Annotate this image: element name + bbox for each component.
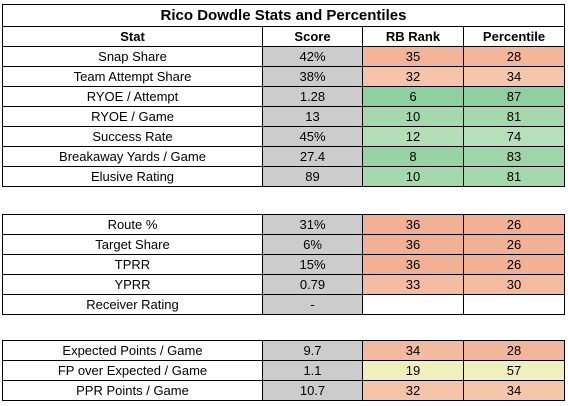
stat-name-cell[interactable]: TPRR (2, 254, 263, 275)
score-cell[interactable]: 10.7 (262, 380, 363, 401)
stat-name-cell[interactable]: Team Attempt Share (2, 66, 263, 87)
percentile-cell[interactable]: 26 (463, 254, 565, 275)
stat-name-cell[interactable]: RYOE / Attempt (2, 86, 263, 107)
score-cell[interactable]: 6% (262, 234, 363, 255)
percentile-cell[interactable]: 28 (463, 340, 565, 361)
rb-rank-cell[interactable]: 10 (362, 166, 464, 187)
score-cell[interactable]: 15% (262, 254, 363, 275)
fantasy-stats-table: Expected Points / Game 9.7 34 28 FP over Exp… (2, 340, 565, 401)
table-row: YPRR 0.79 33 30 (2, 274, 565, 295)
rb-rank-cell[interactable]: 33 (362, 274, 464, 295)
score-cell[interactable]: 0.79 (262, 274, 363, 295)
rb-rank-cell[interactable]: 6 (362, 86, 464, 107)
percentile-cell[interactable]: 57 (463, 360, 565, 381)
score-cell[interactable]: 1.1 (262, 360, 363, 381)
percentile-cell[interactable]: 81 (463, 106, 565, 127)
table-row: Team Attempt Share 38% 32 34 (2, 66, 565, 87)
table-row: PPR Points / Game 10.7 32 34 (2, 380, 565, 401)
stat-name-cell[interactable]: Route % (2, 214, 263, 235)
table-row: Expected Points / Game 9.7 34 28 (2, 340, 565, 361)
rb-rank-cell[interactable] (362, 294, 464, 315)
percentile-cell[interactable]: 30 (463, 274, 565, 295)
score-cell[interactable]: 1.28 (262, 86, 363, 107)
percentile-cell[interactable]: 83 (463, 146, 565, 167)
table-row: Target Share 6% 36 26 (2, 234, 565, 255)
header-row: Stat Score RB Rank Percentile (2, 26, 565, 47)
header-rb-rank[interactable]: RB Rank (362, 26, 464, 47)
stat-name-cell[interactable]: Target Share (2, 234, 263, 255)
table-row: Breakaway Yards / Game 27.4 8 83 (2, 146, 565, 167)
rb-rank-cell[interactable]: 32 (362, 380, 464, 401)
stat-name-cell[interactable]: RYOE / Game (2, 106, 263, 127)
table-row: Success Rate 45% 12 74 (2, 126, 565, 147)
table-row: RYOE / Attempt 1.28 6 87 (2, 86, 565, 107)
rb-rank-cell[interactable]: 36 (362, 214, 464, 235)
stat-name-cell[interactable]: YPRR (2, 274, 263, 295)
rb-rank-cell[interactable]: 34 (362, 340, 464, 361)
percentile-cell[interactable]: 28 (463, 46, 565, 67)
rb-rank-cell[interactable]: 36 (362, 234, 464, 255)
percentile-cell[interactable]: 26 (463, 214, 565, 235)
table-row: Receiver Rating - (2, 294, 565, 315)
table-row: TPRR 15% 36 26 (2, 254, 565, 275)
percentile-cell[interactable]: 34 (463, 380, 565, 401)
score-cell[interactable]: - (262, 294, 363, 315)
header-stat[interactable]: Stat (2, 26, 263, 47)
section-rushing: Snap Share 42% 35 28 Team Attempt Share 38% 32… (2, 46, 565, 187)
rb-rank-cell[interactable]: 32 (362, 66, 464, 87)
rb-rank-cell[interactable]: 8 (362, 146, 464, 167)
rb-rank-cell[interactable]: 19 (362, 360, 464, 381)
receiving-stats-table: Route % 31% 36 26 Target Share 6% 36 26 TPRR 15% 3… (2, 214, 565, 315)
percentile-cell[interactable]: 26 (463, 234, 565, 255)
rb-rank-cell[interactable]: 36 (362, 254, 464, 275)
section-fantasy: Expected Points / Game 9.7 34 28 FP over Exp… (2, 340, 565, 401)
main-table-body: Rico Dowdle Stats and Percentiles Stat S… (2, 4, 565, 47)
header-percentile[interactable]: Percentile (463, 26, 565, 47)
stat-name-cell[interactable]: Elusive Rating (2, 166, 263, 187)
main-stats-table: Rico Dowdle Stats and Percentiles Stat S… (2, 4, 565, 187)
table-row: Route % 31% 36 26 (2, 214, 565, 235)
stat-name-cell[interactable]: Expected Points / Game (2, 340, 263, 361)
rb-rank-cell[interactable]: 12 (362, 126, 464, 147)
score-cell[interactable]: 9.7 (262, 340, 363, 361)
table-row: RYOE / Game 13 10 81 (2, 106, 565, 127)
table-row: Snap Share 42% 35 28 (2, 46, 565, 67)
score-cell[interactable]: 89 (262, 166, 363, 187)
stat-name-cell[interactable]: Breakaway Yards / Game (2, 146, 263, 167)
percentile-cell[interactable] (463, 294, 565, 315)
percentile-cell[interactable]: 34 (463, 66, 565, 87)
table-row: Elusive Rating 89 10 81 (2, 166, 565, 187)
stat-name-cell[interactable]: Snap Share (2, 46, 263, 67)
stat-name-cell[interactable]: PPR Points / Game (2, 380, 263, 401)
score-cell[interactable]: 27.4 (262, 146, 363, 167)
score-cell[interactable]: 38% (262, 66, 363, 87)
table-row: FP over Expected / Game 1.1 19 57 (2, 360, 565, 381)
header-score[interactable]: Score (262, 26, 363, 47)
percentile-cell[interactable]: 87 (463, 86, 565, 107)
score-cell[interactable]: 31% (262, 214, 363, 235)
stat-name-cell[interactable]: Success Rate (2, 126, 263, 147)
section-receiving: Route % 31% 36 26 Target Share 6% 36 26 TPRR 15% 3… (2, 214, 565, 315)
rb-rank-cell[interactable]: 10 (362, 106, 464, 127)
stat-name-cell[interactable]: FP over Expected / Game (2, 360, 263, 381)
table-title[interactable]: Rico Dowdle Stats and Percentiles (2, 4, 565, 27)
score-cell[interactable]: 13 (262, 106, 363, 127)
percentile-cell[interactable]: 81 (463, 166, 565, 187)
score-cell[interactable]: 42% (262, 46, 363, 67)
rb-rank-cell[interactable]: 35 (362, 46, 464, 67)
score-cell[interactable]: 45% (262, 126, 363, 147)
percentile-cell[interactable]: 74 (463, 126, 565, 147)
stat-name-cell[interactable]: Receiver Rating (2, 294, 263, 315)
title-row: Rico Dowdle Stats and Percentiles (2, 4, 565, 27)
